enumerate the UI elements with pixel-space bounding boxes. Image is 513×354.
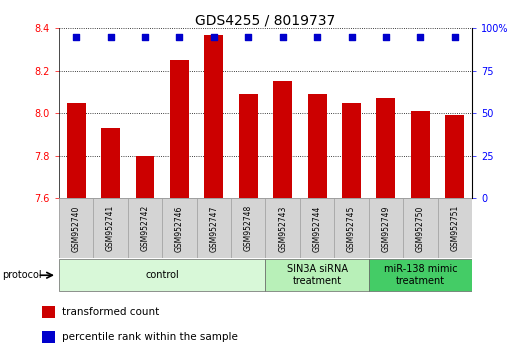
Bar [42, 331, 55, 343]
Bar [101, 128, 120, 198]
Text: GSM952741: GSM952741 [106, 205, 115, 251]
Bar [377, 98, 396, 198]
Text: control: control [145, 270, 179, 280]
Bar [231, 198, 266, 258]
Point [313, 34, 321, 40]
Text: miR-138 mimic
treatment: miR-138 mimic treatment [384, 264, 457, 286]
Text: GSM952744: GSM952744 [312, 205, 322, 252]
Point [175, 34, 184, 40]
Point [450, 34, 459, 40]
Point [244, 34, 252, 40]
Bar [162, 198, 196, 258]
Point [416, 34, 424, 40]
Text: percentile rank within the sample: percentile rank within the sample [62, 332, 238, 342]
Text: GSM952742: GSM952742 [141, 205, 149, 251]
Text: transformed count: transformed count [62, 307, 159, 317]
Bar [265, 198, 300, 258]
Text: protocol: protocol [3, 270, 42, 280]
Bar [342, 103, 361, 198]
Bar [308, 94, 327, 198]
Bar [135, 156, 154, 198]
Title: GDS4255 / 8019737: GDS4255 / 8019737 [195, 13, 336, 27]
Bar [369, 198, 403, 258]
Text: GSM952748: GSM952748 [244, 205, 253, 251]
Bar [196, 198, 231, 258]
Bar [239, 94, 258, 198]
Bar [300, 198, 334, 258]
Text: GSM952743: GSM952743 [278, 205, 287, 252]
Text: GSM952745: GSM952745 [347, 205, 356, 252]
Text: GSM952747: GSM952747 [209, 205, 219, 252]
Text: GSM952749: GSM952749 [382, 205, 390, 252]
Bar [411, 111, 430, 198]
Text: GSM952746: GSM952746 [175, 205, 184, 252]
Point [347, 34, 356, 40]
Point [210, 34, 218, 40]
Bar [445, 115, 464, 198]
Bar [42, 306, 55, 318]
Text: GSM952751: GSM952751 [450, 205, 459, 251]
Bar [67, 103, 86, 198]
Text: GSM952750: GSM952750 [416, 205, 425, 252]
Bar [59, 198, 93, 258]
Text: GSM952740: GSM952740 [72, 205, 81, 252]
Point [382, 34, 390, 40]
Bar [403, 198, 438, 258]
Bar [93, 198, 128, 258]
Bar [59, 259, 266, 291]
Bar [438, 198, 472, 258]
Text: SIN3A siRNA
treatment: SIN3A siRNA treatment [287, 264, 348, 286]
Bar [128, 198, 162, 258]
Point [141, 34, 149, 40]
Point [107, 34, 115, 40]
Bar [273, 81, 292, 198]
Bar [265, 259, 369, 291]
Point [279, 34, 287, 40]
Bar [204, 35, 223, 198]
Bar [369, 259, 472, 291]
Bar [334, 198, 369, 258]
Bar [170, 60, 189, 198]
Point [72, 34, 81, 40]
